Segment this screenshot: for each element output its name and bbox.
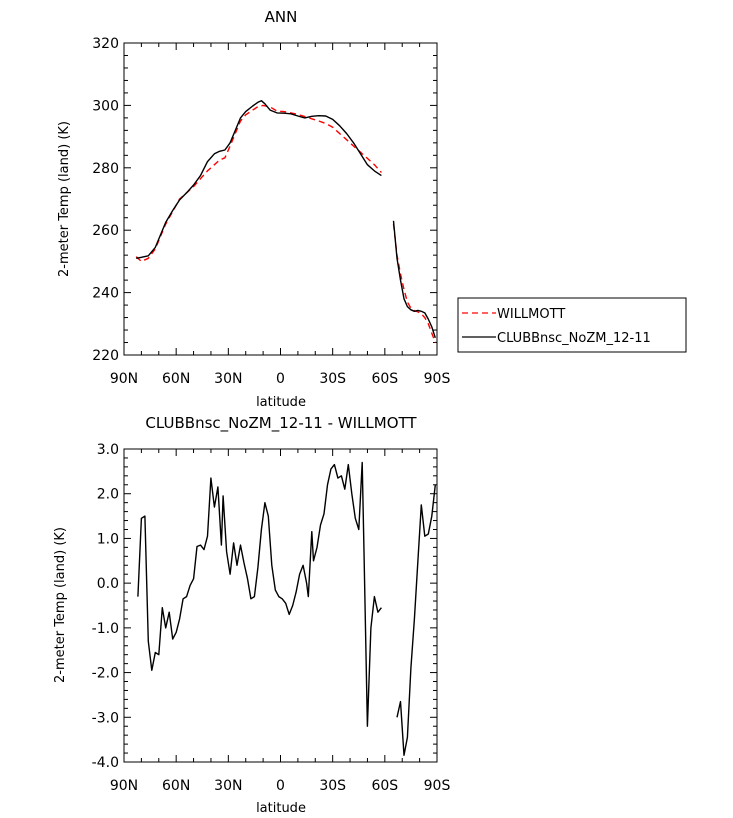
legend-label-clubb: CLUBBnsc_NoZM_12-11 <box>497 331 651 346</box>
y-tick-label: 300 <box>92 98 119 114</box>
y-tick-label: -3.0 <box>92 710 119 726</box>
y-tick-label: 1.0 <box>97 531 119 547</box>
x-ticks-top: 90N 60N 30N 0 30S 60S 90S <box>110 43 451 387</box>
series-line-clubbnsc-nozm-12-11-segment-2 <box>392 220 436 339</box>
y-tick-label: -2.0 <box>92 666 119 682</box>
panel-bottom: CLUBBnsc_NoZM_12-11 - WILLMOTT -4.0-3.0-… <box>53 414 450 816</box>
y-tick-label: 240 <box>92 286 119 302</box>
plot-frame-bottom <box>123 448 438 763</box>
series-line-difference-segment-1 <box>137 461 382 727</box>
chart-title-bottom: CLUBBnsc_NoZM_12-11 - WILLMOTT <box>145 414 417 433</box>
x-axis-label-top: latitude <box>256 395 306 410</box>
y-tick-label: 320 <box>92 36 119 52</box>
x-tick-label: 90S <box>424 371 451 387</box>
series-line-difference-segment-2 <box>396 484 436 756</box>
x-ticks-bottom: 90N 60N 30N 0 30S 60S 90S <box>110 449 451 794</box>
y-tick-label: 2.0 <box>97 487 119 503</box>
x-axis-label-bottom: latitude <box>256 801 306 816</box>
series-lines-top <box>135 99 436 343</box>
x-tick-label: 60N <box>162 371 190 387</box>
x-tick-label: 90N <box>110 778 138 794</box>
x-tick-label: 30N <box>214 371 242 387</box>
series-line-clubbnsc-nozm-12-11-segment-1 <box>136 99 382 259</box>
y-ticks-top: 220 240 260 280 300 320 <box>92 36 437 364</box>
legend-box <box>457 297 687 353</box>
x-tick-label: 30S <box>319 778 346 794</box>
x-tick-label: 90S <box>424 778 451 794</box>
y-tick-label: 3.0 <box>97 442 119 458</box>
x-tick-label: 0 <box>276 778 285 794</box>
y-axis-label-bottom: 2-meter Temp (land) (K) <box>53 527 68 683</box>
legend: WILLMOTT CLUBBnsc_NoZM_12-11 <box>457 297 687 353</box>
x-tick-label: 30S <box>319 371 346 387</box>
plot-frame-top <box>123 42 438 356</box>
x-tick-label: 60S <box>371 371 398 387</box>
x-tick-label: 60S <box>371 778 398 794</box>
legend-label-willmott: WILLMOTT <box>497 307 565 322</box>
y-axis-label-top: 2-meter Temp (land) (K) <box>57 121 72 277</box>
y-ticks-bottom: -4.0 -3.0 -2.0 -1.0 0.0 1.0 2.0 3.0 <box>92 442 437 771</box>
x-tick-label: 60N <box>162 778 190 794</box>
y-tick-label: -4.0 <box>92 755 119 771</box>
y-tick-label: 0.0 <box>97 576 119 592</box>
chart-title-top: ANN <box>265 8 298 26</box>
series-line-willmott-segment-2 <box>392 223 436 343</box>
y-tick-label: -1.0 <box>92 621 119 637</box>
y-tick-label: 220 <box>92 348 119 364</box>
x-tick-label: 90N <box>110 371 138 387</box>
series-lines-bottom <box>137 461 436 756</box>
y-tick-label: 280 <box>92 161 119 177</box>
y-tick-label: 260 <box>92 223 119 239</box>
x-tick-label: 30N <box>214 778 242 794</box>
series-line-willmott-segment-1 <box>135 104 382 263</box>
x-tick-label: 0 <box>276 371 285 387</box>
